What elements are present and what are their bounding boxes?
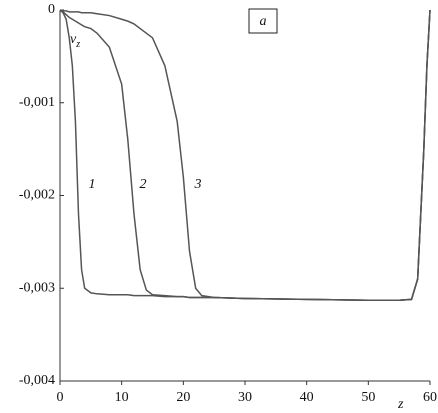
y-tick-label: -0,001 (19, 95, 55, 110)
x-tick-label: 20 (176, 390, 190, 405)
y-tick-label: 0 (48, 2, 55, 17)
x-tick-label: 50 (361, 390, 375, 405)
annotation-box (248, 8, 278, 34)
y-label: vz (70, 32, 80, 50)
series-label: 1 (89, 177, 96, 192)
line-series (59, 9, 431, 302)
x-label: z (397, 397, 404, 412)
y-tick-label: -0,002 (19, 188, 55, 203)
x-tick-label: 60 (423, 390, 437, 405)
x-tick-label: 40 (300, 390, 314, 405)
series-label: 2 (140, 177, 147, 192)
line-series (59, 9, 431, 302)
x-tick-label: 10 (115, 390, 129, 405)
line-series (59, 9, 431, 302)
y-label-main: v (70, 32, 77, 47)
annotation: a (260, 14, 267, 29)
x-tick-label: 0 (57, 390, 64, 405)
y-tick-label: -0,004 (19, 373, 55, 388)
y-label-sub: z (75, 39, 80, 50)
y-tick-label: -0,003 (19, 280, 55, 295)
x-tick-label: 30 (238, 390, 252, 405)
series-label: 3 (194, 177, 202, 192)
